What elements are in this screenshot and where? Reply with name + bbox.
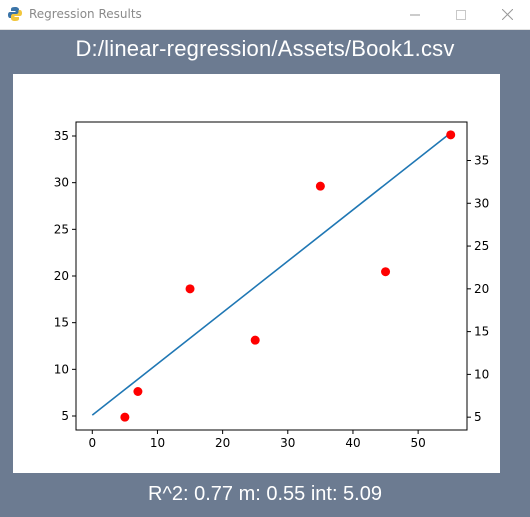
data-point	[250, 335, 260, 345]
y-right-tick-label: 25	[474, 239, 489, 253]
close-icon	[501, 9, 513, 20]
x-tick-label: 0	[88, 436, 96, 450]
y-right-tick-label: 5	[474, 410, 482, 424]
y-tick-label: 35	[54, 129, 69, 143]
x-tick-label: 20	[215, 436, 230, 450]
data-point	[185, 284, 195, 294]
file-path-label: D:/linear-regression/Assets/Book1.csv	[75, 36, 455, 61]
y-tick-label: 10	[54, 362, 69, 376]
maximize-button[interactable]	[438, 0, 484, 29]
window-title: Regression Results	[29, 7, 142, 21]
regression-chart: 0 10 20 30 40 50 5 10 15 20 25 30 35 5 10 15 20 25 30 35	[54, 121, 489, 450]
y-tick-label: 30	[54, 176, 69, 190]
title-bar: Regression Results	[0, 0, 530, 30]
y-tick-label: 5	[61, 409, 69, 423]
python-icon	[8, 7, 22, 21]
y-right-tick-label: 30	[474, 196, 489, 210]
close-button[interactable]	[484, 0, 530, 29]
y-right-tick-label: 20	[474, 282, 489, 296]
x-tick-label: 30	[280, 436, 295, 450]
y-right-tick-label: 35	[474, 154, 489, 168]
data-point	[315, 181, 325, 191]
maximize-icon	[456, 9, 466, 20]
x-tick-label: 10	[150, 436, 165, 450]
regression-result-label: R^2: 0.77 m: 0.55 int: 5.09	[148, 483, 382, 505]
minimize-icon	[410, 14, 420, 15]
plot-frame	[75, 121, 468, 431]
y-tick-label: 20	[54, 269, 69, 283]
data-point	[381, 267, 391, 277]
y-tick-label: 25	[54, 222, 69, 236]
plot-panel: 0 10 20 30 40 50 5 10 15 20 25 30 35 5 10 15 20 25 30 35	[13, 74, 500, 473]
regression-line	[91, 132, 452, 416]
data-point	[446, 130, 456, 140]
y-right-tick-label: 15	[474, 325, 489, 339]
minimize-button[interactable]	[392, 0, 438, 29]
y-tick-label: 15	[54, 316, 69, 330]
y-right-tick-label: 10	[474, 367, 489, 381]
data-point	[120, 412, 130, 422]
data-point	[133, 387, 143, 396]
x-tick-label: 50	[410, 436, 425, 450]
x-tick-label: 40	[345, 436, 360, 450]
